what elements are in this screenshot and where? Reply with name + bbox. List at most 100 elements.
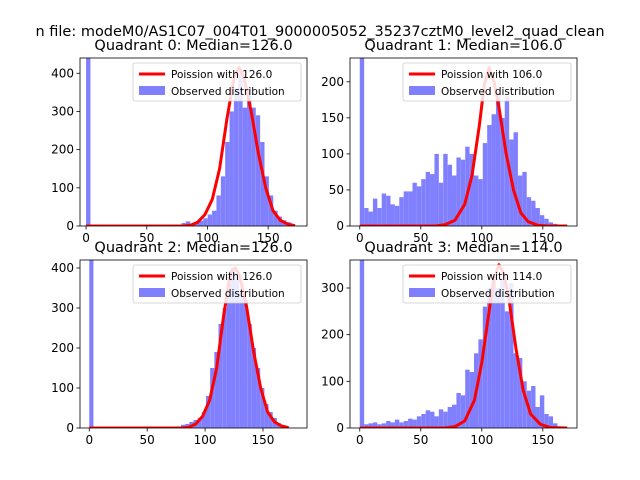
histogram-bar <box>226 284 232 428</box>
legend: Poission with 126.0 Observed distribution <box>132 62 302 102</box>
histogram-bar <box>500 117 505 226</box>
histogram-bar <box>386 195 391 226</box>
histogram-bar <box>260 142 265 226</box>
y-tick-label: 100 <box>321 374 344 388</box>
legend: Poission with 126.0 Observed distribution <box>132 264 302 304</box>
histogram-bar <box>212 210 217 226</box>
histogram-bars <box>359 260 558 428</box>
legend: Poission with 114.0 Observed distribution <box>402 264 572 304</box>
histogram-bar <box>220 176 226 226</box>
histogram-bar <box>491 278 496 428</box>
histogram-bar <box>460 159 466 226</box>
legend-bar-swatch <box>409 86 435 95</box>
histogram-bars <box>89 260 290 428</box>
histogram-bar <box>412 182 417 226</box>
x-tick-label: 50 <box>413 433 428 447</box>
histogram-bar <box>243 300 248 428</box>
histogram-bar <box>456 393 461 428</box>
histogram-bar <box>390 204 395 226</box>
legend: Poission with 106.0 Observed distribution <box>402 62 572 102</box>
legend-label-observed: Observed distribution <box>441 288 555 300</box>
y-tick-label: 200 <box>321 328 344 342</box>
chart-title: Quadrant 3: Median=114.0 <box>364 240 562 256</box>
legend-bar-swatch <box>409 288 435 297</box>
histogram-bar <box>403 421 409 428</box>
legend-box <box>402 264 572 304</box>
y-tick-label: 300 <box>51 301 74 315</box>
histogram-bar <box>235 276 240 428</box>
histogram-bar <box>473 175 479 226</box>
histogram-bar <box>377 207 382 226</box>
histogram-bar <box>372 422 378 428</box>
histogram-bar <box>222 308 227 428</box>
chart-title: Quadrant 2: Median=126.0 <box>94 240 292 256</box>
axes-frame <box>79 259 308 429</box>
y-tick-label: 100 <box>321 147 344 161</box>
histogram-bar <box>364 424 369 428</box>
y-tick-label: 0 <box>66 421 74 435</box>
histogram-bar <box>531 386 536 428</box>
histogram-bar <box>368 211 373 226</box>
histogram-bar <box>416 186 422 226</box>
histogram-bar <box>548 416 554 428</box>
histogram-bar <box>535 407 540 428</box>
histogram-bar <box>460 395 466 428</box>
histogram-bar <box>438 409 444 428</box>
x-tick-label: 0 <box>356 231 364 245</box>
legend-label-observed: Observed distribution <box>171 288 285 300</box>
histogram-bar <box>421 179 426 226</box>
histogram-bar <box>548 222 554 226</box>
histogram-bar <box>452 175 457 226</box>
histogram-bars <box>86 58 296 226</box>
histogram-bar <box>438 182 444 226</box>
y-tick-label: 200 <box>51 143 74 157</box>
y-tick-label: 200 <box>51 341 74 355</box>
x-tick-label: 50 <box>413 231 428 245</box>
histogram-bar <box>207 214 213 226</box>
histogram-bar <box>522 381 527 428</box>
histogram-bar <box>394 205 400 226</box>
histogram-bar <box>214 352 219 428</box>
histogram-bar <box>443 411 448 428</box>
histogram-bar <box>210 368 215 428</box>
y-tick-label: 50 <box>329 183 344 197</box>
histogram-bar <box>86 58 91 226</box>
x-tick-label: 100 <box>470 433 493 447</box>
histogram-bar <box>394 419 400 428</box>
histogram-bar <box>216 195 221 226</box>
histogram-bar <box>399 422 404 428</box>
x-tick-label: 0 <box>82 231 90 245</box>
histogram-bar <box>403 191 409 226</box>
histogram-bar <box>206 396 211 428</box>
histogram-bar <box>203 218 208 226</box>
histogram-bar <box>242 107 248 226</box>
histogram-bar <box>434 416 439 428</box>
histogram-bar <box>372 198 378 226</box>
histogram-bar <box>273 210 278 226</box>
histogram-bar <box>487 125 492 226</box>
chart-3: 0 50 100 150 0 100 200 300 Quadrant 3: Median=11… <box>321 240 578 447</box>
x-tick-label: 100 <box>194 433 217 447</box>
histogram-bar <box>544 218 549 226</box>
chart-1: 0 50 100 150 0 50 100 150 200 Quadrant 1: Median=… <box>321 38 578 245</box>
legend-label-poisson: Poission with 126.0 <box>171 69 272 81</box>
histogram-bar <box>399 197 404 226</box>
histogram-bar <box>504 311 510 428</box>
legend-bar-swatch <box>139 86 165 95</box>
histogram-bar <box>229 111 234 226</box>
legend-box <box>132 62 302 102</box>
x-tick-label: 150 <box>252 433 275 447</box>
histogram-bar <box>89 260 94 428</box>
legend-label-poisson: Poission with 114.0 <box>441 271 542 283</box>
histogram-bar <box>465 146 470 226</box>
histogram-bar <box>421 414 426 428</box>
histogram-bar <box>381 423 387 428</box>
y-tick-label: 400 <box>51 261 74 275</box>
legend-label-observed: Observed distribution <box>441 86 555 98</box>
x-tick-label: 0 <box>85 433 93 447</box>
histogram-bar <box>487 288 492 428</box>
chart-2: 0 50 100 150 0 100 200 300 400 Quadrant 2: Median… <box>51 240 308 447</box>
legend-box <box>132 264 302 304</box>
histogram-bar <box>434 153 439 226</box>
y-tick-label: 0 <box>66 219 74 233</box>
